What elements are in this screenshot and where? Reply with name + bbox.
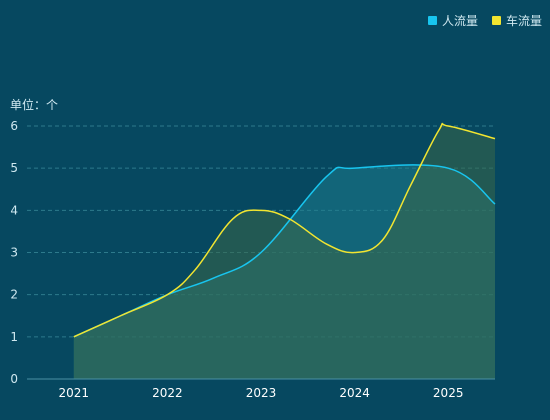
y-tick-label: 4: [10, 203, 18, 217]
chart-legend: 人流量 车流量: [427, 12, 542, 29]
x-tick-label: 2021: [59, 386, 90, 400]
legend-label-vehicles: 车流量: [505, 14, 542, 28]
legend-item-vehicles[interactable]: 车流量: [491, 12, 542, 29]
legend-label-people: 人流量: [441, 14, 478, 28]
y-tick-label: 5: [10, 161, 18, 175]
axes: 0 1 2 3 4 5 6 2021 2022 2023 2024 2025: [10, 119, 495, 400]
series-line-vehicles: [73, 122, 496, 338]
y-tick-label: 3: [10, 246, 18, 260]
legend-swatch-people: [427, 16, 437, 25]
series-line-people: [73, 164, 496, 338]
area-fill-vehicles: [73, 123, 496, 379]
y-tick-label: 2: [10, 288, 18, 302]
series-lines: [73, 122, 496, 338]
x-tick-label: 2024: [339, 386, 370, 400]
series-areas: [73, 123, 496, 379]
legend-item-people[interactable]: 人流量: [427, 12, 478, 29]
legend-swatch-vehicles: [491, 16, 501, 25]
x-tick-label: 2022: [152, 386, 183, 400]
y-tick-label: 1: [10, 330, 18, 344]
x-tick-label: 2025: [433, 386, 464, 400]
x-tick-label: 2023: [246, 386, 277, 400]
y-axis-unit-label: 单位：个: [10, 98, 59, 112]
y-tick-label: 0: [10, 372, 18, 386]
y-tick-label: 6: [10, 119, 18, 133]
